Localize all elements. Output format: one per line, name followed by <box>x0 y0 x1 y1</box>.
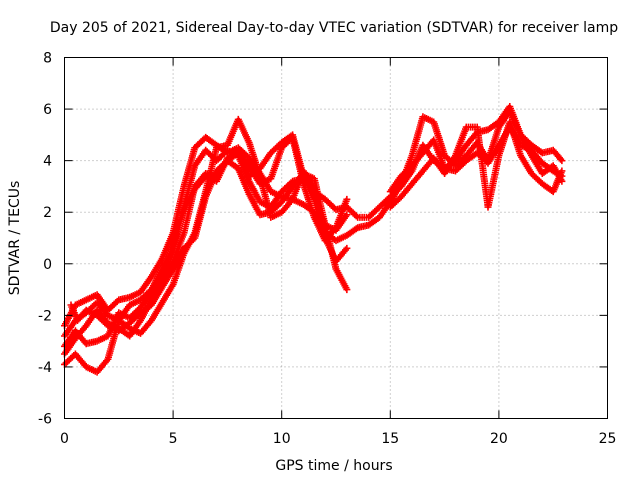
data-point-marker <box>557 155 565 163</box>
y-tick-label: 0 <box>43 257 52 273</box>
tick-label-layer: -6 -4 -2 0 2 4 6 8 0 5 10 15 20 25 <box>38 51 616 448</box>
data-point-marker <box>558 167 566 175</box>
x-tick-label: 0 <box>60 431 69 447</box>
y-tick-label: 4 <box>43 154 52 170</box>
y-tick-label: 6 <box>43 102 52 118</box>
y-tick-label: -6 <box>38 412 52 428</box>
series-track-6 <box>67 133 351 335</box>
data-point-marker <box>343 211 351 219</box>
grid-layer <box>64 57 608 419</box>
x-tick-label: 5 <box>169 431 178 447</box>
tick-layer <box>64 57 608 419</box>
x-tick-label: 15 <box>381 431 399 447</box>
y-tick-label: -2 <box>38 308 52 324</box>
x-tick-label: 25 <box>599 431 617 447</box>
plot-frame <box>64 57 608 419</box>
x-tick-label: 20 <box>490 431 508 447</box>
y-tick-label: 2 <box>43 205 52 221</box>
y-tick-label: -4 <box>38 360 52 376</box>
data-point-marker <box>352 225 360 233</box>
data-point-marker <box>343 244 351 252</box>
data-point-marker <box>189 236 197 243</box>
data-point-marker <box>343 195 351 203</box>
data-point-marker <box>343 286 351 294</box>
chart-title: Day 205 of 2021, Sidereal Day-to-day VTE… <box>50 20 618 36</box>
data-layer <box>61 103 566 376</box>
data-point-marker <box>558 157 566 165</box>
y-tick-label: 8 <box>43 51 52 67</box>
series-track-8 <box>386 118 566 211</box>
x-tick-label: 10 <box>273 431 291 447</box>
y-axis-label: SDTVAR / TECUs <box>7 181 23 296</box>
x-axis-label: GPS time / hours <box>275 458 392 474</box>
data-point-marker <box>352 212 360 220</box>
